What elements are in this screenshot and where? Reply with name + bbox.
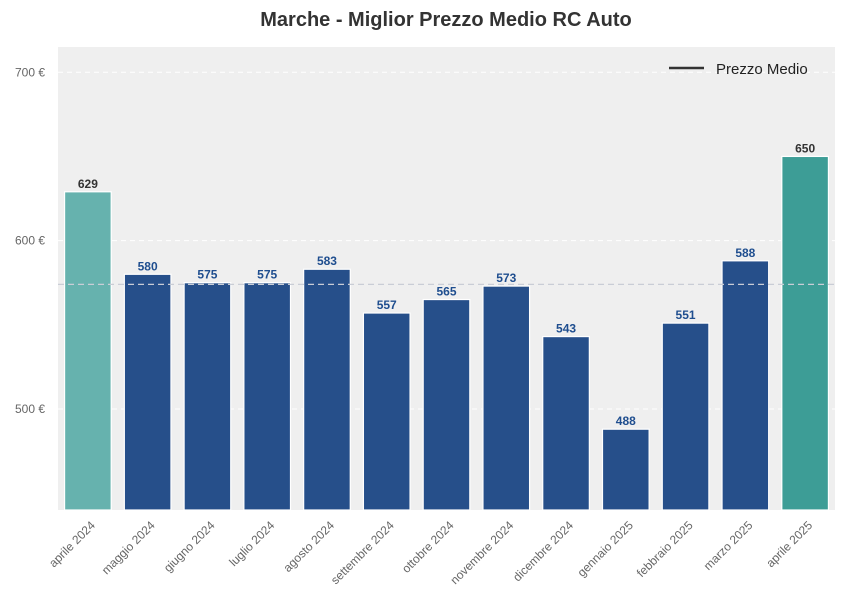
- x-tick-label: aprile 2025: [763, 518, 815, 570]
- chart-title: Marche - Miglior Prezzo Medio RC Auto: [260, 9, 632, 31]
- x-tick-label: dicembre 2024: [510, 518, 576, 584]
- y-tick-label: 700 €: [15, 65, 45, 79]
- data-label: 580: [138, 259, 158, 273]
- x-tick-label: maggio 2024: [99, 518, 158, 577]
- bar-dicembre-2024: [542, 335, 590, 511]
- bar-agosto-2024: [303, 268, 351, 511]
- x-axis: aprile 2024 maggio 2024 giugno 2024 luglio …: [46, 518, 815, 587]
- x-tick-label: novembre 2024: [448, 518, 517, 587]
- data-label: 565: [436, 285, 456, 299]
- x-tick-label: marzo 2025: [701, 518, 756, 573]
- bar-aprile-2024: [63, 191, 112, 511]
- data-label: 573: [496, 271, 516, 285]
- bars: [63, 155, 830, 511]
- data-label: 543: [556, 322, 576, 336]
- x-tick-label: ottobre 2024: [399, 518, 457, 576]
- data-labels: 629 580 575 575 583 557 565 573 543 488 551 588 650: [78, 141, 816, 428]
- data-label: 588: [735, 246, 755, 260]
- x-tick-label: agosto 2024: [280, 518, 337, 575]
- legend-label: Prezzo Medio: [716, 61, 808, 78]
- x-tick-label: giugno 2024: [161, 518, 218, 575]
- legend: Prezzo Medio: [669, 61, 808, 78]
- bar-maggio-2024: [123, 273, 172, 511]
- data-label: 575: [197, 268, 217, 282]
- data-label: 583: [317, 254, 337, 268]
- y-tick-label: 500 €: [15, 402, 45, 416]
- bar-gennaio-2025: [601, 428, 650, 511]
- x-tick-label: aprile 2024: [46, 518, 98, 570]
- x-tick-label: gennaio 2025: [575, 518, 637, 580]
- bar-febbraio-2025: [661, 322, 710, 511]
- y-tick-label: 600 €: [15, 234, 45, 248]
- bar-settembre-2024: [362, 312, 411, 511]
- bar-luglio-2024: [243, 282, 292, 511]
- bar-ottobre-2024: [422, 298, 471, 511]
- data-label: 650: [795, 141, 815, 155]
- data-label: 488: [616, 414, 636, 428]
- data-label: 551: [676, 308, 696, 322]
- bar-marzo-2025: [721, 260, 770, 511]
- bar-novembre-2024: [482, 285, 531, 511]
- x-tick-label: settembre 2024: [328, 518, 397, 587]
- x-tick-label: febbraio 2025: [634, 518, 696, 580]
- bar-aprile-2025: [781, 155, 830, 511]
- data-label: 575: [257, 268, 277, 282]
- x-tick-label: luglio 2024: [226, 518, 277, 569]
- bar-giugno-2024: [183, 282, 232, 511]
- data-label: 557: [377, 298, 397, 312]
- data-label: 629: [78, 177, 98, 191]
- y-axis: 500 € 600 € 700 €: [15, 65, 45, 416]
